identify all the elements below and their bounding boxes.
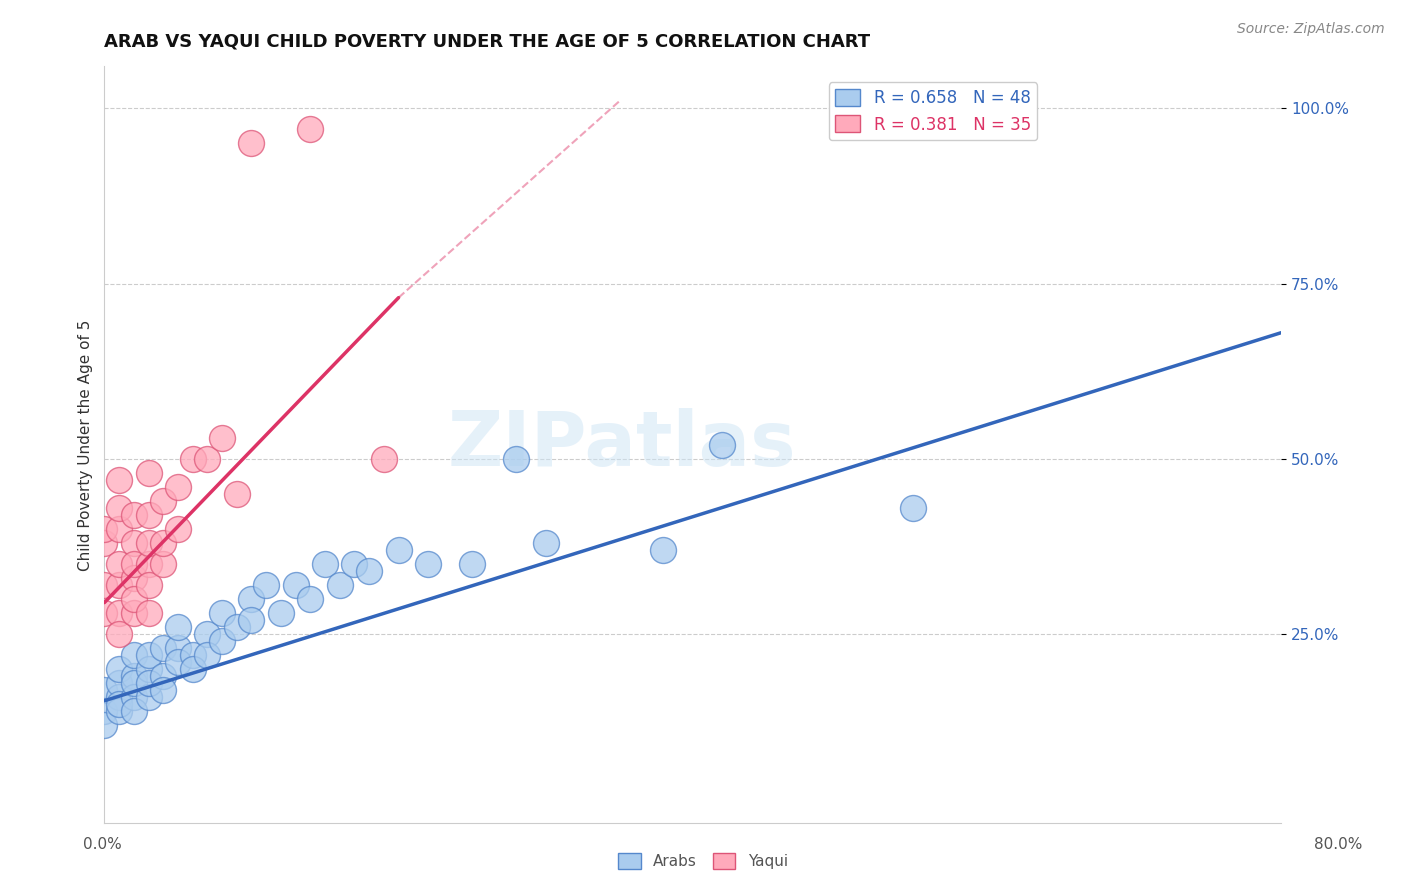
Point bbox=[122, 536, 145, 550]
Point bbox=[195, 648, 218, 663]
Point bbox=[373, 451, 395, 466]
Text: 0.0%: 0.0% bbox=[83, 838, 122, 852]
Point bbox=[254, 578, 277, 592]
Point bbox=[138, 466, 160, 480]
Point bbox=[314, 557, 336, 571]
Point bbox=[181, 451, 204, 466]
Point bbox=[93, 704, 115, 718]
Point bbox=[122, 508, 145, 522]
Point bbox=[138, 662, 160, 676]
Point bbox=[416, 557, 439, 571]
Point bbox=[138, 648, 160, 663]
Point bbox=[240, 613, 263, 627]
Point bbox=[93, 536, 115, 550]
Point bbox=[93, 606, 115, 620]
Point bbox=[225, 620, 247, 634]
Legend: R = 0.658   N = 48, R = 0.381   N = 35: R = 0.658 N = 48, R = 0.381 N = 35 bbox=[828, 82, 1038, 140]
Point bbox=[225, 487, 247, 501]
Point bbox=[359, 564, 381, 578]
Point bbox=[138, 578, 160, 592]
Point bbox=[138, 606, 160, 620]
Point bbox=[270, 606, 292, 620]
Point bbox=[122, 592, 145, 607]
Point bbox=[108, 627, 131, 641]
Point bbox=[343, 557, 366, 571]
Point bbox=[93, 578, 115, 592]
Point bbox=[138, 508, 160, 522]
Point bbox=[122, 571, 145, 585]
Text: 80.0%: 80.0% bbox=[1315, 838, 1362, 852]
Legend: Arabs, Yaqui: Arabs, Yaqui bbox=[612, 847, 794, 875]
Point bbox=[167, 480, 190, 494]
Point bbox=[534, 536, 557, 550]
Point bbox=[284, 578, 307, 592]
Point bbox=[108, 522, 131, 536]
Point bbox=[108, 473, 131, 487]
Point bbox=[152, 683, 174, 698]
Point bbox=[108, 557, 131, 571]
Point bbox=[122, 690, 145, 705]
Point bbox=[387, 543, 409, 558]
Point bbox=[108, 578, 131, 592]
Point bbox=[108, 698, 131, 712]
Point bbox=[152, 641, 174, 656]
Point bbox=[299, 592, 322, 607]
Point bbox=[329, 578, 352, 592]
Point bbox=[505, 451, 527, 466]
Point bbox=[195, 627, 218, 641]
Point bbox=[167, 522, 190, 536]
Point bbox=[461, 557, 484, 571]
Point bbox=[108, 662, 131, 676]
Point bbox=[108, 606, 131, 620]
Point bbox=[711, 438, 734, 452]
Point bbox=[181, 662, 204, 676]
Point bbox=[181, 648, 204, 663]
Point bbox=[152, 557, 174, 571]
Point bbox=[122, 606, 145, 620]
Text: ZIPatlas: ZIPatlas bbox=[449, 408, 796, 482]
Point bbox=[299, 122, 322, 136]
Y-axis label: Child Poverty Under the Age of 5: Child Poverty Under the Age of 5 bbox=[79, 319, 93, 571]
Point bbox=[152, 536, 174, 550]
Point bbox=[93, 522, 115, 536]
Point bbox=[93, 718, 115, 732]
Point bbox=[108, 690, 131, 705]
Point bbox=[152, 669, 174, 683]
Point bbox=[138, 676, 160, 690]
Point bbox=[108, 676, 131, 690]
Point bbox=[138, 690, 160, 705]
Point bbox=[211, 606, 233, 620]
Point bbox=[652, 543, 675, 558]
Point bbox=[903, 500, 925, 515]
Point bbox=[240, 592, 263, 607]
Point bbox=[108, 704, 131, 718]
Point bbox=[122, 676, 145, 690]
Point bbox=[93, 683, 115, 698]
Point bbox=[122, 557, 145, 571]
Point bbox=[195, 451, 218, 466]
Point bbox=[138, 557, 160, 571]
Point bbox=[167, 620, 190, 634]
Point bbox=[108, 500, 131, 515]
Point bbox=[211, 634, 233, 648]
Point bbox=[138, 536, 160, 550]
Point bbox=[122, 704, 145, 718]
Point bbox=[211, 431, 233, 445]
Point bbox=[167, 655, 190, 669]
Text: Source: ZipAtlas.com: Source: ZipAtlas.com bbox=[1237, 22, 1385, 37]
Point bbox=[167, 641, 190, 656]
Point bbox=[122, 669, 145, 683]
Point bbox=[122, 648, 145, 663]
Point bbox=[152, 494, 174, 508]
Point bbox=[240, 136, 263, 151]
Text: ARAB VS YAQUI CHILD POVERTY UNDER THE AGE OF 5 CORRELATION CHART: ARAB VS YAQUI CHILD POVERTY UNDER THE AG… bbox=[104, 33, 870, 51]
